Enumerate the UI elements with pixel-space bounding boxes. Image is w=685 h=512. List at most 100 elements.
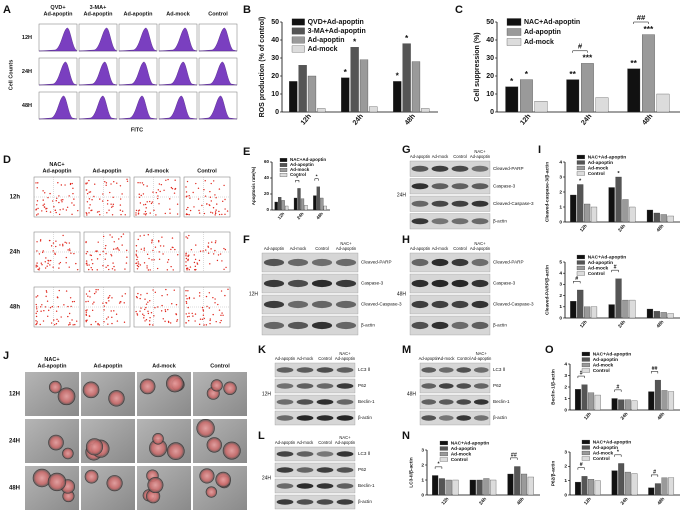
dot bbox=[212, 180, 215, 182]
dot bbox=[144, 298, 146, 300]
dot bbox=[154, 307, 156, 309]
dot bbox=[70, 305, 72, 308]
comparison-mark: * bbox=[316, 173, 318, 179]
protein-label: β-actin bbox=[358, 499, 372, 504]
dot bbox=[105, 184, 107, 186]
bar bbox=[588, 392, 595, 411]
legend-swatch bbox=[581, 445, 590, 450]
significance-mark: * bbox=[525, 69, 529, 79]
bar bbox=[505, 86, 519, 113]
dot bbox=[185, 186, 187, 188]
comparison-bracket bbox=[434, 466, 443, 469]
dot bbox=[112, 262, 114, 264]
blot-band bbox=[287, 279, 309, 288]
dot bbox=[140, 294, 142, 296]
blot-band bbox=[336, 415, 354, 421]
dot bbox=[138, 196, 141, 198]
dot bbox=[174, 179, 176, 181]
legend-swatch bbox=[279, 163, 288, 167]
x-tick-label: 12h bbox=[300, 113, 313, 127]
dot bbox=[69, 323, 71, 326]
panel-letter: M bbox=[402, 344, 411, 356]
x-tick-label: 48h bbox=[641, 113, 654, 127]
bar bbox=[611, 398, 618, 411]
legend-swatch bbox=[576, 154, 585, 160]
dot bbox=[150, 311, 153, 314]
dot bbox=[52, 242, 55, 244]
blot-band bbox=[336, 483, 354, 489]
row-label: 48H bbox=[9, 486, 20, 492]
blot-band bbox=[316, 399, 334, 405]
axis-label: FITC bbox=[131, 127, 143, 133]
cell bbox=[199, 468, 215, 484]
blot-band bbox=[431, 200, 449, 207]
bar bbox=[507, 473, 514, 496]
dot bbox=[90, 323, 92, 326]
dot bbox=[110, 203, 112, 205]
dot bbox=[71, 319, 73, 321]
blot-band bbox=[296, 399, 314, 405]
dot bbox=[147, 312, 150, 315]
y-tick-label: 60 bbox=[264, 159, 270, 164]
dot bbox=[135, 212, 137, 214]
dot bbox=[126, 256, 128, 258]
blot-band bbox=[431, 321, 449, 330]
blot-band bbox=[316, 499, 334, 505]
significance-mark: * bbox=[510, 76, 514, 86]
y-tick-label: 20 bbox=[271, 73, 279, 80]
dot bbox=[177, 254, 179, 256]
x-tick-label: 24h bbox=[617, 319, 627, 329]
significance-mark: * bbox=[396, 71, 400, 81]
dot bbox=[121, 295, 123, 297]
time-label: 12H bbox=[262, 391, 272, 397]
comparison-mark: ## bbox=[652, 366, 658, 372]
dot bbox=[105, 244, 107, 247]
blot-band bbox=[451, 321, 469, 330]
dot bbox=[218, 210, 220, 213]
bar bbox=[661, 390, 668, 411]
dot bbox=[185, 302, 188, 304]
dot bbox=[86, 319, 88, 321]
dot bbox=[202, 250, 204, 252]
dot bbox=[135, 209, 138, 212]
dot bbox=[193, 206, 195, 208]
dot bbox=[118, 238, 120, 240]
dot bbox=[110, 255, 113, 257]
dot bbox=[188, 297, 191, 300]
dot bbox=[136, 314, 139, 316]
dot bbox=[89, 296, 91, 298]
bar bbox=[629, 206, 636, 223]
dot bbox=[40, 310, 42, 312]
blot-band bbox=[276, 399, 294, 405]
dot bbox=[194, 320, 196, 322]
blot-band bbox=[456, 383, 472, 389]
dot bbox=[71, 213, 73, 216]
dot bbox=[41, 263, 43, 266]
y-tick-label: 4 bbox=[559, 159, 562, 165]
bar bbox=[483, 478, 490, 496]
dot bbox=[165, 179, 167, 181]
histogram bbox=[78, 95, 118, 120]
protein-label: β-actin bbox=[361, 323, 375, 328]
row-label: 24H bbox=[9, 439, 20, 445]
dot bbox=[189, 197, 191, 199]
dot bbox=[38, 253, 41, 255]
dot bbox=[208, 292, 211, 294]
blot-band bbox=[411, 279, 429, 288]
x-tick-label: 48h bbox=[655, 223, 665, 233]
dot bbox=[164, 320, 166, 323]
dot bbox=[153, 209, 155, 212]
dot bbox=[173, 192, 176, 194]
dot bbox=[207, 242, 210, 244]
dot bbox=[185, 290, 187, 292]
dot bbox=[105, 266, 107, 269]
bar bbox=[432, 475, 439, 496]
dot bbox=[88, 212, 90, 214]
dot bbox=[68, 312, 71, 315]
dot bbox=[98, 210, 100, 213]
blot-strip bbox=[419, 362, 491, 378]
dot bbox=[86, 192, 89, 195]
dot bbox=[111, 214, 114, 216]
y-tick-label: 3 bbox=[564, 449, 567, 455]
dot bbox=[125, 262, 128, 264]
